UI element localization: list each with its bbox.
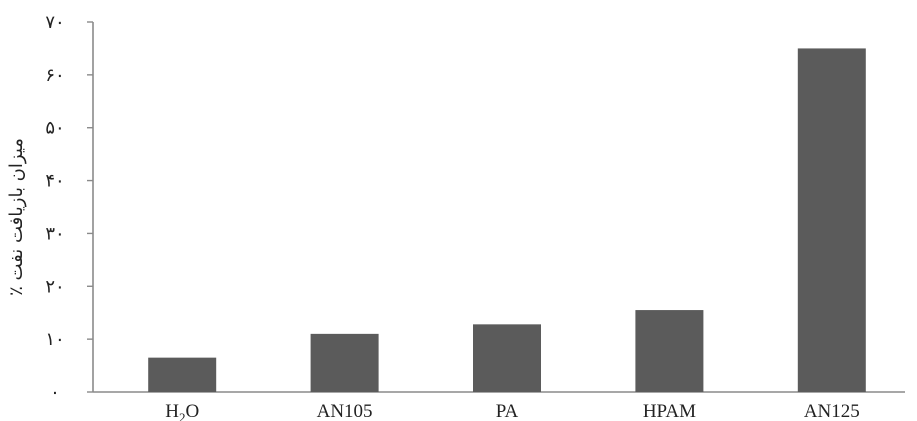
- y-ticks: ۰ ۱۰ ۲۰ ۳۰ ۴۰ ۵۰ ۶۰ ۷۰: [45, 12, 93, 403]
- bar-pa: [473, 324, 541, 392]
- x-tick-label: H2O: [165, 401, 199, 421]
- x-tick-label: PA: [496, 401, 519, 421]
- y-tick-label: ۰: [50, 382, 60, 403]
- x-tick-label: HPAM: [643, 401, 696, 421]
- y-tick-label: ۲۰: [45, 276, 64, 297]
- y-tick-label: ۶۰: [45, 65, 64, 86]
- y-tick-label: ۵۰: [45, 118, 64, 139]
- y-tick-label: ۳۰: [45, 223, 64, 244]
- y-tick-label: ۱۰: [45, 329, 64, 350]
- x-tick-label: AN125: [804, 401, 860, 421]
- x-tick-label: AN105: [317, 401, 373, 421]
- y-tick-label: ۴۰: [45, 171, 64, 192]
- y-tick-label: ۷۰: [45, 12, 64, 33]
- y-axis-title: میزان بازیافت نفت ٪: [6, 138, 27, 296]
- bar-hpam: [635, 310, 704, 392]
- bar-h2o: [148, 357, 217, 392]
- bar-an105: [310, 333, 379, 392]
- x-tick-labels: H2O AN105 PA HPAM AN125: [165, 401, 860, 421]
- bars: [148, 48, 866, 393]
- bar-an125: [797, 48, 866, 393]
